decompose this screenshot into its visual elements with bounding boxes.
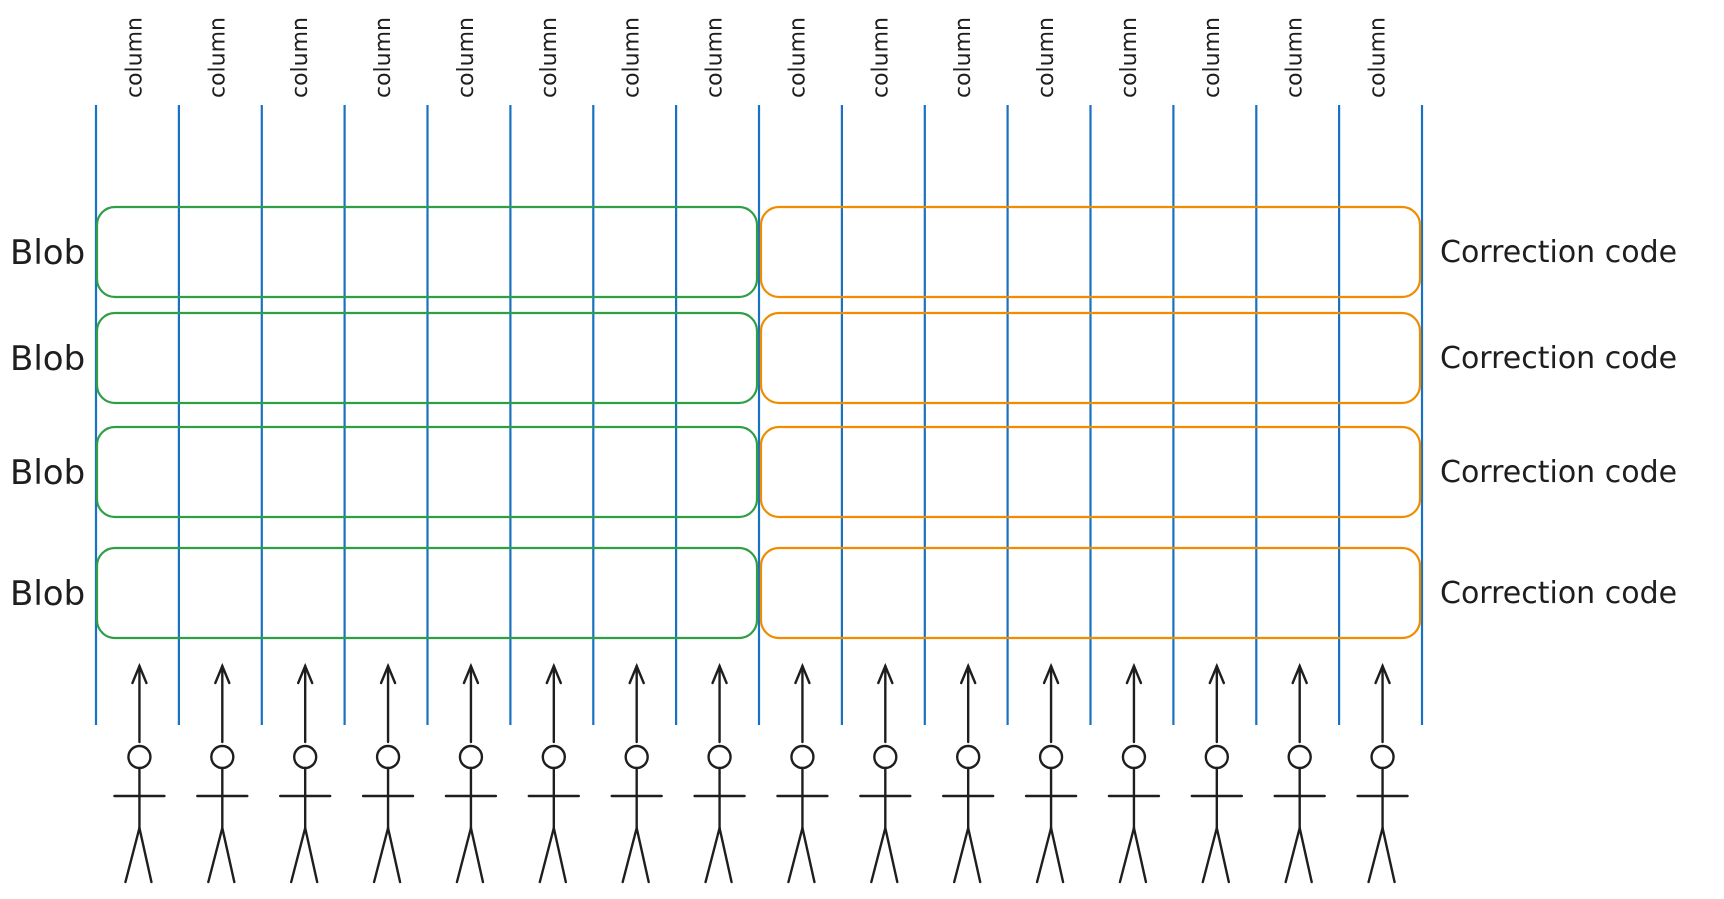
correction-code-box	[759, 311, 1422, 405]
person-icon	[1107, 662, 1161, 884]
person-icon	[1024, 662, 1078, 884]
correction-code-box	[759, 546, 1422, 640]
person-icon	[859, 662, 912, 884]
blob-box	[95, 546, 759, 640]
person-icon	[941, 662, 995, 884]
column-label: column	[1283, 17, 1308, 98]
correction-code-box	[759, 205, 1422, 299]
column-lines	[94, 105, 1424, 725]
person-icon	[693, 662, 746, 884]
person-icon	[196, 662, 249, 884]
column-labels: column column column column column column colu…	[122, 17, 1390, 98]
person-icon	[278, 662, 332, 884]
column-label: column	[1117, 17, 1142, 98]
column-label: column	[122, 17, 147, 98]
row-boxes	[95, 205, 1422, 640]
column-label: column	[205, 17, 230, 98]
correction-code-label: Correction code	[1440, 341, 1677, 376]
column-label: column	[785, 17, 810, 98]
blob-box	[95, 311, 759, 405]
column-label: column	[951, 17, 976, 98]
blob-label: Blob	[10, 574, 85, 614]
person-icon	[1273, 662, 1326, 884]
column-label: column	[371, 17, 396, 98]
column-label: column	[1200, 17, 1225, 98]
correction-code-label: Correction code	[1440, 576, 1677, 611]
blob-label: Blob	[10, 233, 85, 273]
person-icon	[1356, 662, 1409, 884]
row-labels: Blob Correction code Blob Correction code Bl…	[10, 233, 1677, 614]
blob-label: Blob	[10, 339, 85, 379]
person-icon	[1190, 662, 1244, 884]
column-label: column	[537, 17, 562, 98]
people	[113, 662, 1409, 884]
blob-label: Blob	[10, 453, 85, 493]
correction-code-label: Correction code	[1440, 455, 1677, 490]
person-icon	[610, 662, 663, 884]
person-icon	[113, 662, 166, 884]
person-icon	[527, 662, 581, 884]
column-label: column	[703, 17, 728, 98]
column-label: column	[868, 17, 893, 98]
column-label: column	[1366, 17, 1391, 98]
blob-box	[95, 205, 759, 299]
column-label: column	[454, 17, 479, 98]
column-label: column	[620, 17, 645, 98]
blob-box	[95, 425, 759, 519]
correction-code-box	[759, 425, 1422, 519]
column-label: column	[1034, 17, 1059, 98]
person-icon	[776, 662, 829, 884]
correction-code-label: Correction code	[1440, 235, 1677, 270]
column-label: column	[288, 17, 313, 98]
person-icon	[361, 662, 415, 884]
person-icon	[444, 662, 498, 884]
